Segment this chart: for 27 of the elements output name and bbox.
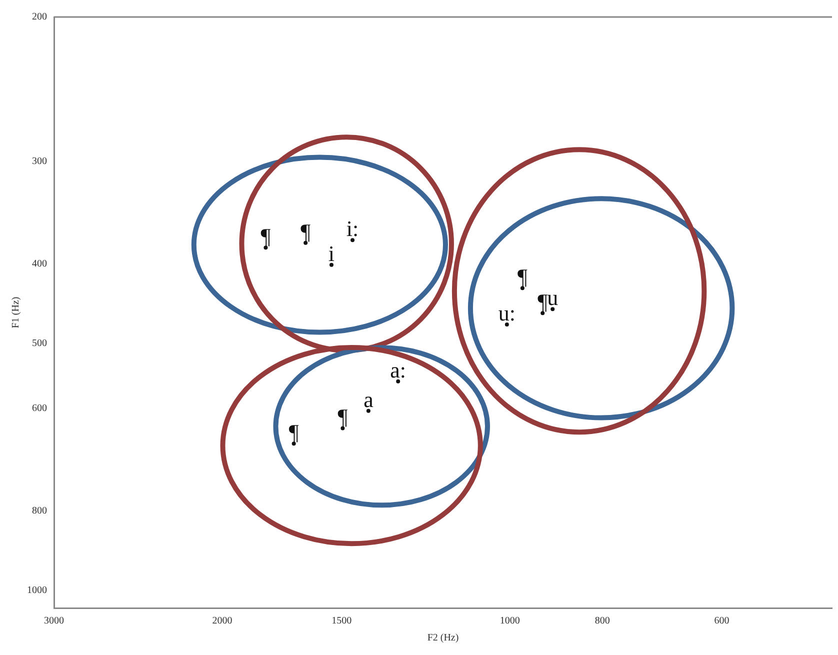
data-label: ¶ [538, 289, 548, 314]
data-label: u: [498, 300, 516, 326]
data-label: ¶ [260, 224, 271, 249]
data-label: u [547, 285, 558, 310]
y-tick-label: 600 [32, 403, 47, 414]
y-tick-label: 200 [32, 12, 47, 23]
data-label: i: [346, 216, 359, 242]
x-tick-label: 1000 [500, 616, 520, 627]
y-tick-label: 300 [32, 156, 47, 168]
x-tick-label: 1500 [332, 616, 352, 627]
y-tick-label: 500 [32, 338, 47, 350]
y-tick-label: 1000 [27, 585, 47, 596]
data-label: i [328, 240, 335, 266]
y-axis-title: F1 (Hz) [10, 296, 22, 328]
x-axis-title: F2 (Hz) [427, 632, 459, 644]
x-tick-label: 800 [594, 616, 610, 627]
data-label: ¶ [338, 404, 348, 430]
y-tick-label: 400 [32, 258, 47, 270]
data-label: a [364, 386, 374, 412]
data-label: ¶ [288, 420, 299, 445]
data-label: ¶ [300, 218, 311, 244]
x-tick-label: 600 [714, 616, 730, 627]
data-label: a: [390, 357, 406, 382]
y-tick-label: 800 [32, 506, 47, 517]
x-tick-label: 3000 [44, 616, 64, 627]
data-label: ¶ [517, 264, 528, 290]
x-tick-label: 2000 [212, 616, 232, 627]
